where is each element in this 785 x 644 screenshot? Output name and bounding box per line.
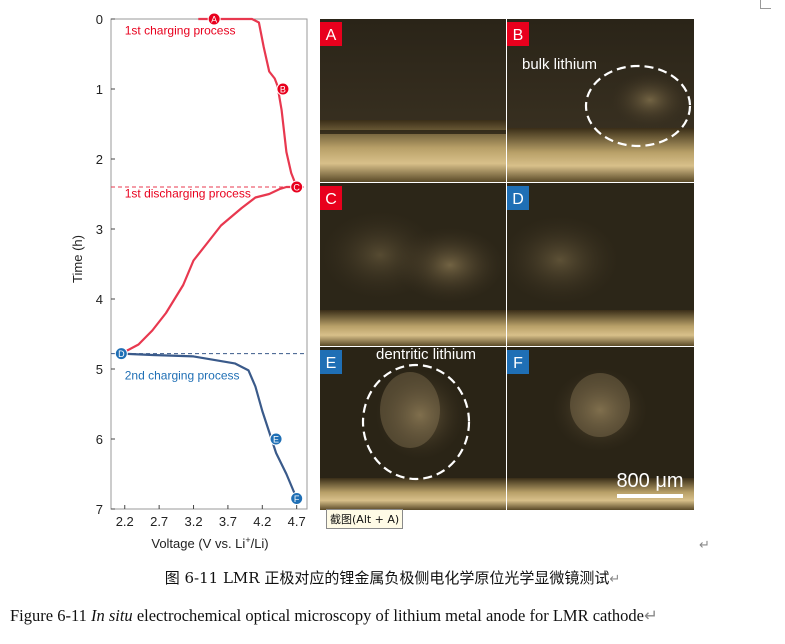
panel-label-a: A bbox=[320, 22, 342, 46]
series-line bbox=[121, 352, 298, 499]
panel-c-image bbox=[320, 183, 506, 346]
panel-label-d: D bbox=[507, 186, 529, 210]
page-corner-mark bbox=[760, 0, 771, 9]
point-marker-label: F bbox=[294, 494, 300, 504]
microscopy-panel-grid: A B C D E F bulk lithium dentritic lithi… bbox=[320, 19, 694, 510]
dendritic-lithium-label: dentritic lithium bbox=[376, 346, 476, 363]
svg-text:F: F bbox=[513, 355, 523, 372]
panel-label-b: B bbox=[507, 22, 529, 46]
y-tick-label: 1 bbox=[96, 82, 103, 97]
point-marker bbox=[276, 82, 290, 96]
panel-d-image bbox=[500, 183, 694, 346]
figure-caption-english: Figure 6-11 In situ electrochemical opti… bbox=[10, 606, 658, 625]
y-tick-label: 7 bbox=[96, 502, 103, 517]
svg-text:C: C bbox=[325, 191, 337, 208]
dendritic-lithium-circle bbox=[361, 363, 471, 481]
point-marker bbox=[207, 12, 221, 26]
point-marker-label: D bbox=[118, 349, 125, 359]
figure: 0 1 2 3 4 5 6 7 2.2 2.7 3.2 3.7 4.2 4.7 1st charging p… bbox=[70, 12, 694, 551]
point-marker-label: A bbox=[211, 15, 217, 25]
point-marker-label: E bbox=[273, 435, 279, 445]
series-line bbox=[198, 17, 298, 188]
y-tick-label: 5 bbox=[96, 362, 103, 377]
point-marker bbox=[269, 432, 283, 446]
panel-e-image bbox=[320, 347, 506, 510]
point-marker bbox=[114, 347, 128, 361]
panel-f-image bbox=[507, 347, 694, 510]
scale-bar bbox=[617, 494, 683, 498]
panel-b-image bbox=[507, 19, 694, 182]
y-tick-label: 3 bbox=[96, 222, 103, 237]
y-tick-label: 2 bbox=[96, 152, 103, 167]
scale-bar-label: 800 μm bbox=[616, 470, 683, 492]
y-tick-label: 0 bbox=[96, 12, 103, 27]
x-tick-label: 4.2 bbox=[253, 514, 271, 529]
point-marker bbox=[290, 180, 304, 194]
paragraph-mark: ↵ bbox=[699, 538, 710, 553]
series-line bbox=[120, 185, 297, 355]
panel-label-c: C bbox=[320, 186, 342, 210]
x-tick-label: 4.7 bbox=[288, 514, 306, 529]
paragraph-mark: ↵ bbox=[644, 606, 658, 625]
y-axis-title: Time (h) bbox=[70, 235, 85, 283]
x-tick-label: 3.2 bbox=[184, 514, 202, 529]
plot-area bbox=[110, 18, 308, 510]
svg-text:A: A bbox=[326, 27, 337, 44]
panel-label-e: E bbox=[320, 350, 342, 374]
series-annotation: 1st discharging process bbox=[125, 187, 251, 201]
figure-caption-chinese: 图 6-11 LMR 正极对应的锂金属负极侧电化学原位光学显微镜测试↵ bbox=[164, 569, 621, 587]
series-annotation: 1st charging process bbox=[125, 23, 236, 37]
x-tick-label: 2.2 bbox=[116, 514, 134, 529]
svg-text:E: E bbox=[326, 355, 337, 372]
series-annotation: 2nd charging process bbox=[125, 369, 240, 383]
bulk-lithium-circle bbox=[584, 64, 692, 148]
x-tick-label: 2.7 bbox=[150, 514, 168, 529]
y-tick-label: 6 bbox=[96, 432, 103, 447]
panel-a-image bbox=[320, 19, 506, 182]
bulk-lithium-label: bulk lithium bbox=[522, 56, 597, 73]
paragraph-mark: ↵ bbox=[609, 572, 621, 587]
point-marker bbox=[290, 492, 304, 505]
svg-text:D: D bbox=[512, 191, 524, 208]
point-marker-label: C bbox=[293, 183, 300, 193]
svg-text:B: B bbox=[513, 27, 524, 44]
point-marker-label: B bbox=[280, 85, 286, 95]
x-axis-title: Voltage (V vs. Li+/Li) bbox=[151, 535, 268, 551]
y-tick-label: 4 bbox=[96, 292, 103, 307]
panel-label-f: F bbox=[507, 350, 529, 374]
x-tick-label: 3.7 bbox=[219, 514, 237, 529]
screenshot-tooltip: 截图(Alt + A) bbox=[326, 509, 404, 529]
